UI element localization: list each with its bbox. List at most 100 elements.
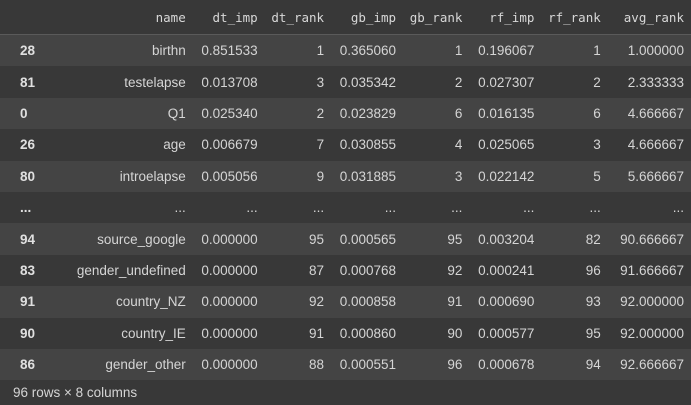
table-row: 94 source_google 0.000000 95 0.000565 95 0.003… xyxy=(0,223,691,255)
column-header-gb-imp: gb_imp xyxy=(331,0,404,35)
table-cell-rf-imp: 0.000241 xyxy=(478,262,535,278)
table-cell-avg-rank: 5.666667 xyxy=(627,168,684,184)
table-cell-dt-rank: 3 xyxy=(316,74,325,90)
table-cell-gb-rank: 92 xyxy=(447,262,463,278)
table-body: 28 birthn 0.851533 1 0.365060 1 0.196067 1 1.000… xyxy=(0,34,691,381)
table-cell-rf-rank: ... xyxy=(589,200,601,216)
table-row: 81 testelapse 0.013708 3 0.035342 2 0.027307 2 2… xyxy=(0,66,691,98)
table-cell-gb-imp: 0.030855 xyxy=(339,137,397,153)
table-cell-gb-imp: 0.365060 xyxy=(339,43,397,59)
table-cell-dt-imp: 0.000000 xyxy=(201,294,258,310)
table-cell-dt-imp: 0.006679 xyxy=(201,137,258,153)
table-cell-dt-imp: 0.005056 xyxy=(201,168,258,184)
table-cell-gb-rank: 2 xyxy=(454,74,463,90)
table-row: 0 Q1 0.025340 2 0.023829 6 0.016135 6 4.666667 xyxy=(0,97,691,130)
column-header-name: name xyxy=(49,0,193,35)
row-index: 94 xyxy=(20,231,36,247)
table-cell-dt-rank: 92 xyxy=(309,294,325,310)
table-cell-gb-imp: 0.031885 xyxy=(339,168,397,184)
table-cell-rf-imp: 0.000678 xyxy=(478,357,535,373)
table-cell-dt-imp: ... xyxy=(246,200,258,216)
table-cell-name: testelapse xyxy=(124,74,186,90)
table-cell-name: gender_other xyxy=(105,357,186,373)
table-row: 83 gender_undefined 0.000000 87 0.000768 92 0.… xyxy=(0,254,691,287)
row-index: 80 xyxy=(20,168,36,184)
table-cell-avg-rank: 92.666667 xyxy=(620,357,684,373)
table-cell-gb-imp: 0.000565 xyxy=(339,231,397,247)
table-cell-rf-imp: 0.196067 xyxy=(478,43,535,59)
table-row: 28 birthn 0.851533 1 0.365060 1 0.196067 1 1.000… xyxy=(0,34,691,67)
table-cell-rf-rank: 95 xyxy=(585,325,601,341)
table-cell-gb-rank: 1 xyxy=(454,43,463,59)
column-header-gb-rank: gb_rank xyxy=(403,0,470,35)
table-row: 90 country_IE 0.000000 91 0.000860 90 0.000577… xyxy=(0,317,691,349)
table-cell-name: birthn xyxy=(151,43,186,59)
column-header-rf-imp: rf_imp xyxy=(469,0,542,35)
table-cell-dt-rank: ... xyxy=(312,200,325,216)
table-cell-name: gender_undefined xyxy=(76,262,186,278)
table-row: 91 country_NZ 0.000000 92 0.000858 91 0.000690… xyxy=(0,286,691,318)
table-cell-gb-rank: 90 xyxy=(447,325,463,341)
column-header-rf-rank: rf_rank xyxy=(541,0,608,35)
table-row: 80 introelapse 0.005056 9 0.031885 3 0.022142 5… xyxy=(0,160,691,192)
row-index: 81 xyxy=(20,74,36,90)
table-cell-avg-rank: 90.666667 xyxy=(620,231,684,247)
table-cell-rf-imp: 0.000577 xyxy=(478,325,535,341)
table-cell-name: ... xyxy=(174,200,186,216)
table-cell-name: country_NZ xyxy=(115,294,186,310)
table-cell-dt-imp: 0.000000 xyxy=(201,325,258,341)
header-row: name dt_imp dt_rank gb_imp gb_rank rf_im… xyxy=(0,0,691,35)
table-cell-rf-rank: 2 xyxy=(593,74,601,90)
table-cell-dt-imp: 0.851533 xyxy=(201,43,258,59)
table-cell-gb-imp: 0.000860 xyxy=(339,325,397,341)
table-cell-rf-rank: 82 xyxy=(585,231,601,247)
table-cell-dt-rank: 2 xyxy=(316,105,325,121)
table-cell-dt-rank: 9 xyxy=(316,168,325,184)
table-cell-avg-rank: 1.000000 xyxy=(627,43,684,59)
table-cell-rf-imp: 0.022142 xyxy=(478,168,535,184)
table-cell-avg-rank: 4.666667 xyxy=(627,105,684,121)
dataframe-table: name dt_imp dt_rank gb_imp gb_rank rf_im… xyxy=(0,0,691,381)
table-cell-dt-imp: 0.000000 xyxy=(201,262,258,278)
table-cell-rf-imp: 0.025065 xyxy=(478,137,535,153)
row-index: ... xyxy=(20,200,32,216)
table-cell-rf-imp: 0.027307 xyxy=(478,74,535,90)
row-index: 0 xyxy=(20,105,28,121)
index-header xyxy=(0,0,50,35)
column-header-dt-rank: dt_rank xyxy=(264,0,332,35)
row-index: 90 xyxy=(20,325,36,341)
table-cell-dt-rank: 1 xyxy=(316,43,325,59)
table-cell-rf-rank: 6 xyxy=(593,105,601,121)
table-row: ........................... xyxy=(0,191,691,224)
table-cell-gb-rank: 4 xyxy=(454,137,463,153)
table-cell-dt-imp: 0.000000 xyxy=(201,357,258,373)
table-cell-avg-rank: 91.666667 xyxy=(620,262,684,278)
row-index: 28 xyxy=(20,43,36,59)
table-cell-rf-imp: 0.000690 xyxy=(478,294,535,310)
table-cell-gb-rank: 6 xyxy=(454,105,463,121)
table-cell-dt-imp: 0.025340 xyxy=(201,105,258,121)
table-cell-rf-rank: 1 xyxy=(593,43,601,59)
table-cell-name: introelapse xyxy=(119,168,186,184)
table-cell-gb-rank: 91 xyxy=(447,294,463,310)
table-row: 86 gender_other 0.000000 88 0.000551 96 0.0006… xyxy=(0,348,691,381)
column-header-avg-rank: avg_rank xyxy=(607,0,691,35)
table-cell-rf-rank: 93 xyxy=(585,294,601,310)
table-cell-name: source_google xyxy=(97,231,186,247)
table-cell-rf-imp: 0.016135 xyxy=(478,105,535,121)
table-cell-gb-imp: 0.035342 xyxy=(339,74,397,90)
table-cell-gb-rank: 3 xyxy=(454,168,463,184)
table-cell-avg-rank: 2.333333 xyxy=(627,74,684,90)
row-index: 91 xyxy=(20,294,36,310)
table-cell-name: age xyxy=(163,137,186,153)
table-cell-name: country_IE xyxy=(121,325,186,341)
table-cell-rf-imp: 0.003204 xyxy=(478,231,535,247)
table-cell-dt-imp: 0.000000 xyxy=(201,231,258,247)
row-index: 86 xyxy=(20,357,36,373)
table-cell-dt-imp: 0.013708 xyxy=(201,74,258,90)
table-row: 26 age 0.006679 7 0.030855 4 0.025065 3 4.666667 xyxy=(0,129,691,161)
table-cell-rf-rank: 96 xyxy=(585,262,601,278)
table-cell-avg-rank: 92.000000 xyxy=(620,294,684,310)
table-cell-dt-rank: 7 xyxy=(316,137,325,153)
